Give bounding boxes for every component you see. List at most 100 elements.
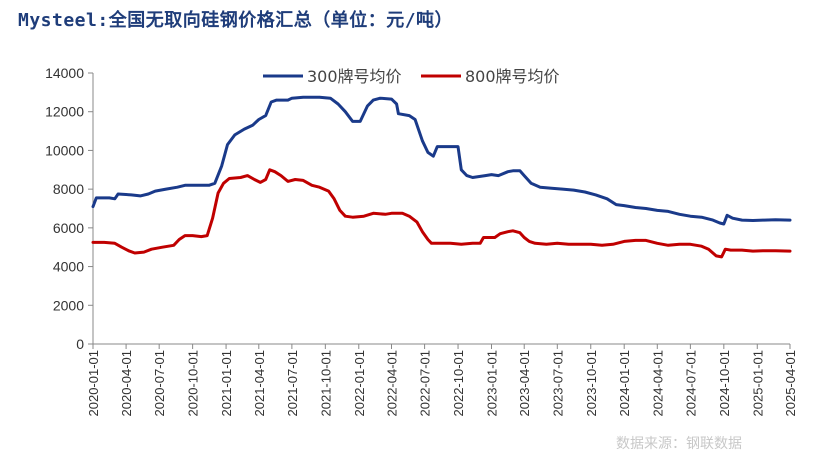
data-point bbox=[700, 245, 703, 247]
data-point bbox=[165, 188, 167, 190]
data-point bbox=[134, 252, 136, 254]
data-point bbox=[184, 184, 186, 187]
data-point bbox=[741, 219, 743, 221]
data-point bbox=[482, 236, 485, 239]
data-point bbox=[497, 174, 500, 177]
data-point bbox=[220, 165, 223, 167]
data-point bbox=[707, 248, 710, 250]
data-point bbox=[612, 243, 614, 246]
data-point bbox=[92, 241, 94, 244]
x-tick-label: 2021-10-01 bbox=[318, 350, 333, 417]
data-point bbox=[763, 219, 765, 221]
y-tick-label: 6000 bbox=[53, 220, 84, 236]
legend-label-300: 300牌号均价 bbox=[307, 67, 402, 86]
data-point bbox=[567, 243, 570, 246]
data-point bbox=[359, 120, 362, 123]
data-point bbox=[700, 216, 703, 218]
data-point bbox=[689, 215, 692, 217]
data-point bbox=[150, 248, 153, 250]
data-point bbox=[519, 170, 521, 172]
data-point bbox=[427, 151, 429, 154]
data-point bbox=[724, 248, 727, 250]
data-point bbox=[545, 243, 548, 246]
data-point bbox=[715, 255, 717, 257]
y-tick-label: 0 bbox=[76, 336, 84, 352]
y-tick-label: 10000 bbox=[45, 142, 84, 158]
data-point bbox=[311, 184, 313, 187]
data-point bbox=[689, 243, 692, 246]
data-point bbox=[379, 97, 382, 99]
data-point bbox=[291, 97, 293, 99]
data-point bbox=[139, 195, 142, 197]
data-point bbox=[287, 180, 289, 183]
x-tick-label: 2023-04-01 bbox=[517, 350, 532, 417]
data-point bbox=[421, 230, 424, 233]
series-line-800 bbox=[91, 168, 792, 259]
x-tick-label: 2024-07-01 bbox=[683, 350, 698, 417]
data-point bbox=[789, 250, 791, 252]
data-point bbox=[397, 112, 400, 115]
data-point bbox=[752, 250, 754, 252]
data-point bbox=[264, 114, 267, 117]
data-point bbox=[667, 244, 669, 247]
data-point bbox=[408, 215, 411, 217]
data-point bbox=[176, 186, 179, 188]
data-point bbox=[460, 243, 463, 246]
data-point bbox=[117, 193, 119, 195]
data-point bbox=[471, 242, 474, 245]
data-point bbox=[499, 232, 502, 235]
chart-title: Mysteel:全国无取向硅钢价格汇总（单位：元/吨） bbox=[18, 10, 454, 31]
data-point bbox=[595, 194, 597, 196]
data-point bbox=[217, 192, 219, 194]
data-point bbox=[519, 231, 521, 234]
data-point bbox=[268, 169, 271, 171]
data-point bbox=[432, 155, 435, 157]
data-point bbox=[253, 178, 256, 181]
data-point bbox=[789, 219, 791, 221]
data-point bbox=[656, 242, 659, 245]
data-point bbox=[318, 96, 321, 98]
x-tick-label: 2023-07-01 bbox=[550, 350, 565, 417]
data-point bbox=[287, 99, 289, 101]
x-tick-label: 2024-04-01 bbox=[650, 350, 665, 417]
data-point bbox=[752, 219, 754, 222]
data-point bbox=[601, 244, 603, 247]
data-point bbox=[414, 118, 416, 121]
data-point bbox=[302, 179, 305, 182]
data-point bbox=[259, 181, 262, 184]
data-point bbox=[634, 206, 637, 209]
y-tick-label: 12000 bbox=[45, 104, 84, 120]
x-tick-label: 2021-04-01 bbox=[252, 350, 267, 417]
data-point bbox=[351, 216, 354, 218]
x-tick-label: 2021-07-01 bbox=[285, 350, 300, 417]
data-point bbox=[471, 176, 474, 179]
data-point bbox=[539, 186, 541, 188]
data-point bbox=[561, 188, 564, 190]
data-point bbox=[523, 236, 525, 239]
series-line-300 bbox=[91, 95, 792, 226]
data-point bbox=[103, 241, 106, 244]
data-point bbox=[390, 98, 393, 100]
x-tick-label: 2022-07-01 bbox=[418, 350, 433, 417]
watermark-text: 数据来源：钢联数据 bbox=[616, 436, 742, 452]
x-axis-ticks: 2020-01-01 2020-04-01 2020-07-01 2020-10-01… bbox=[86, 344, 798, 417]
data-point bbox=[172, 244, 175, 247]
data-point bbox=[344, 215, 347, 217]
data-point bbox=[774, 218, 777, 221]
data-point bbox=[550, 187, 553, 189]
data-point bbox=[178, 238, 180, 241]
data-point bbox=[449, 242, 452, 245]
x-tick-label: 2024-10-01 bbox=[717, 350, 732, 417]
data-point bbox=[114, 242, 116, 245]
data-point bbox=[344, 110, 347, 113]
data-point bbox=[430, 242, 433, 245]
x-tick-label: 2025-01-01 bbox=[750, 350, 765, 417]
data-point bbox=[228, 177, 231, 180]
data-point bbox=[302, 96, 305, 98]
data-point bbox=[395, 103, 398, 105]
data-point bbox=[427, 238, 429, 241]
y-tick-label: 2000 bbox=[53, 297, 84, 313]
data-point bbox=[226, 143, 229, 146]
data-point bbox=[243, 128, 246, 130]
